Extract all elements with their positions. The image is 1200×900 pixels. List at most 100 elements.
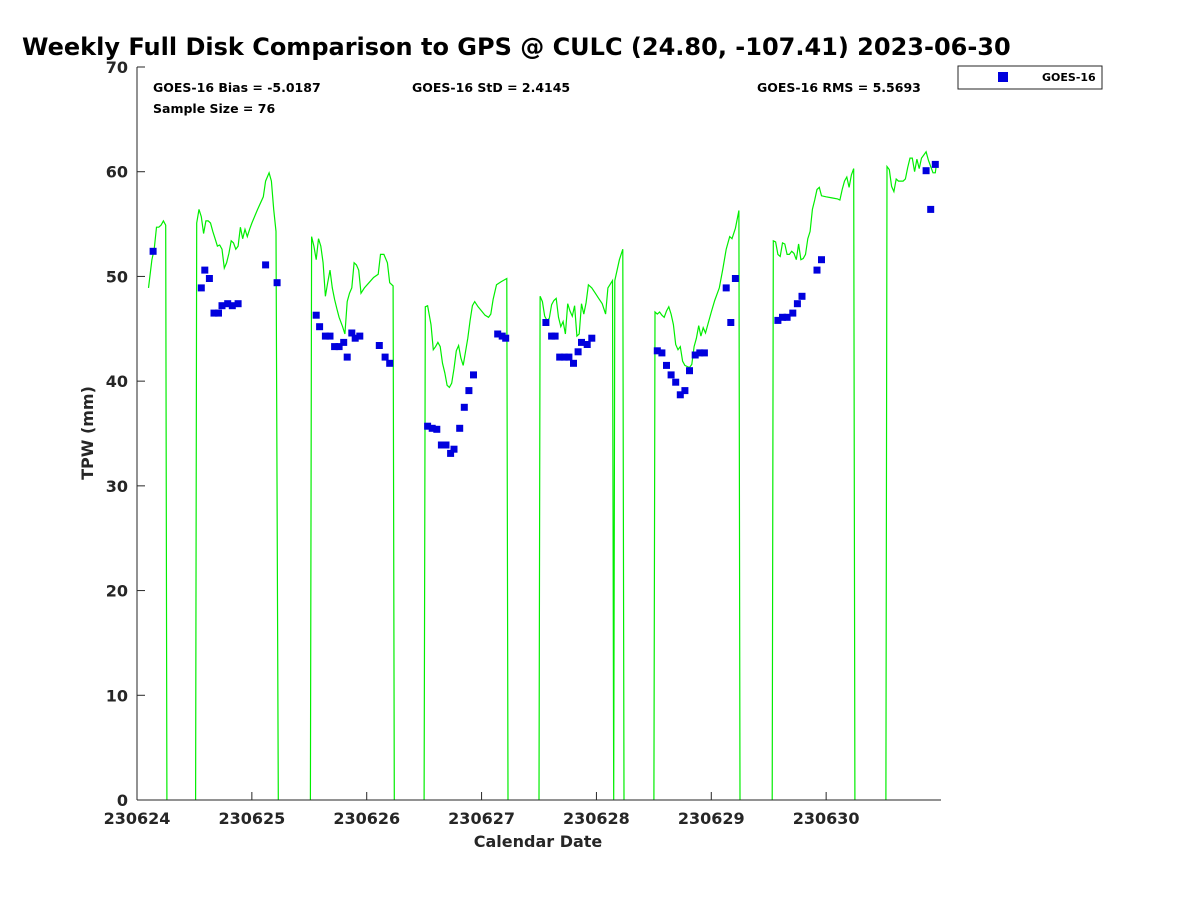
goes16-point <box>700 349 708 357</box>
goes16-point <box>691 351 699 359</box>
x-tick-label: 230627 <box>448 809 515 828</box>
goes16-point <box>696 349 704 357</box>
goes16-point <box>588 334 596 342</box>
y-tick-label: 50 <box>106 267 128 286</box>
y-tick-layer: 0 10 20 30 40 50 60 70 <box>106 58 145 810</box>
y-tick-label: 10 <box>106 686 128 705</box>
goes16-point <box>228 302 236 310</box>
gps-line-segment <box>538 249 625 801</box>
goes16-point <box>774 316 782 324</box>
goes16-point <box>331 343 339 351</box>
goes16-point <box>273 279 281 287</box>
goes16-point <box>560 353 568 361</box>
goes16-point <box>574 348 582 356</box>
goes16-point <box>218 302 226 310</box>
goes16-point <box>312 311 320 319</box>
goes16-point <box>201 266 209 274</box>
legend-label-goes16: GOES-16 <box>1042 71 1096 84</box>
goes16-point <box>381 353 389 361</box>
gps-line-layer <box>147 150 937 801</box>
goes16-point <box>460 403 468 411</box>
goes16-point <box>731 275 739 282</box>
gps-line-segment <box>309 236 395 801</box>
legend-box <box>957 65 1103 90</box>
x-tick-label: 230630 <box>793 809 860 828</box>
goes16-point <box>224 300 232 308</box>
goes16-point <box>570 359 577 367</box>
y-tick-label: 40 <box>106 372 128 391</box>
goes16-point <box>686 367 693 375</box>
goes16-point <box>542 319 550 326</box>
gps-line-segment <box>885 150 937 801</box>
goes16-point <box>210 309 218 317</box>
x-tick-label: 230629 <box>678 809 745 828</box>
gps-line-segment <box>147 219 168 801</box>
goes16-point <box>340 338 348 346</box>
goes16-point <box>798 292 806 300</box>
goes16-point <box>722 284 730 292</box>
goes16-point <box>262 261 270 269</box>
goes16-point <box>565 353 573 361</box>
x-tick-label: 230628 <box>563 809 630 828</box>
goes16-point <box>779 313 786 321</box>
gps-line-segment <box>653 210 741 801</box>
goes16-point <box>583 341 591 348</box>
goes16-point <box>556 353 564 361</box>
goes16-point <box>375 342 383 349</box>
goes16-point <box>818 256 825 264</box>
goes16-point <box>428 424 436 432</box>
goes16-point <box>321 332 329 340</box>
sample-size-stat: Sample Size = 76 <box>153 101 275 116</box>
y-tick-label: 0 <box>117 791 128 810</box>
y-tick-label: 30 <box>106 477 128 496</box>
goes16-point <box>470 371 477 379</box>
goes16-point <box>927 205 935 213</box>
goes16-point <box>727 319 735 326</box>
goes16-point <box>197 284 205 292</box>
goes16-point <box>922 167 930 175</box>
goes16-point <box>663 361 670 369</box>
goes16-point <box>356 332 364 340</box>
x-tick-label: 230624 <box>104 809 171 828</box>
goes16-point <box>789 309 797 317</box>
goes16-point <box>456 424 464 432</box>
goes16-point <box>653 347 661 355</box>
goes16-point <box>465 387 473 395</box>
x-tick-layer: 230624 230625 230626 230627 230628 230629 2306… <box>104 792 860 828</box>
goes16-point <box>672 378 680 386</box>
goes16-point <box>205 275 213 282</box>
goes16-point <box>348 329 356 337</box>
gps-line-segment <box>195 170 279 801</box>
goes16-point <box>783 313 791 321</box>
bias-stat: GOES-16 Bias = -5.0187 <box>153 80 321 95</box>
goes16-point <box>343 353 351 361</box>
goes16-point <box>494 330 502 338</box>
goes16-point <box>326 332 334 340</box>
goes16-point <box>424 422 432 430</box>
y-tick-label: 20 <box>106 582 128 601</box>
gps-line-segment <box>423 277 509 801</box>
goes16-point <box>386 359 394 367</box>
goes16-point <box>450 445 458 453</box>
goes16-point <box>793 300 801 308</box>
goes16-point <box>676 391 684 399</box>
goes16-point <box>234 300 242 308</box>
goes16-point <box>442 441 450 449</box>
y-tick-label: 60 <box>106 163 128 182</box>
rms-stat: GOES-16 RMS = 5.5693 <box>757 80 921 95</box>
legend: GOES-16 <box>957 65 1103 90</box>
goes16-point <box>433 425 441 433</box>
y-axis-label: TPW (mm) <box>78 386 97 480</box>
goes16-point <box>215 309 222 317</box>
goes16-point <box>149 247 157 255</box>
goes16-point <box>335 343 343 351</box>
chart-title: Weekly Full Disk Comparison to GPS @ CUL… <box>22 33 1011 61</box>
goes16-point <box>502 334 510 342</box>
goes16-point <box>931 160 939 168</box>
x-tick-label: 230625 <box>218 809 285 828</box>
x-axis-label: Calendar Date <box>474 832 603 851</box>
goes-point-layer <box>149 160 939 457</box>
goes16-point <box>578 338 585 346</box>
goes16-point <box>681 387 689 395</box>
